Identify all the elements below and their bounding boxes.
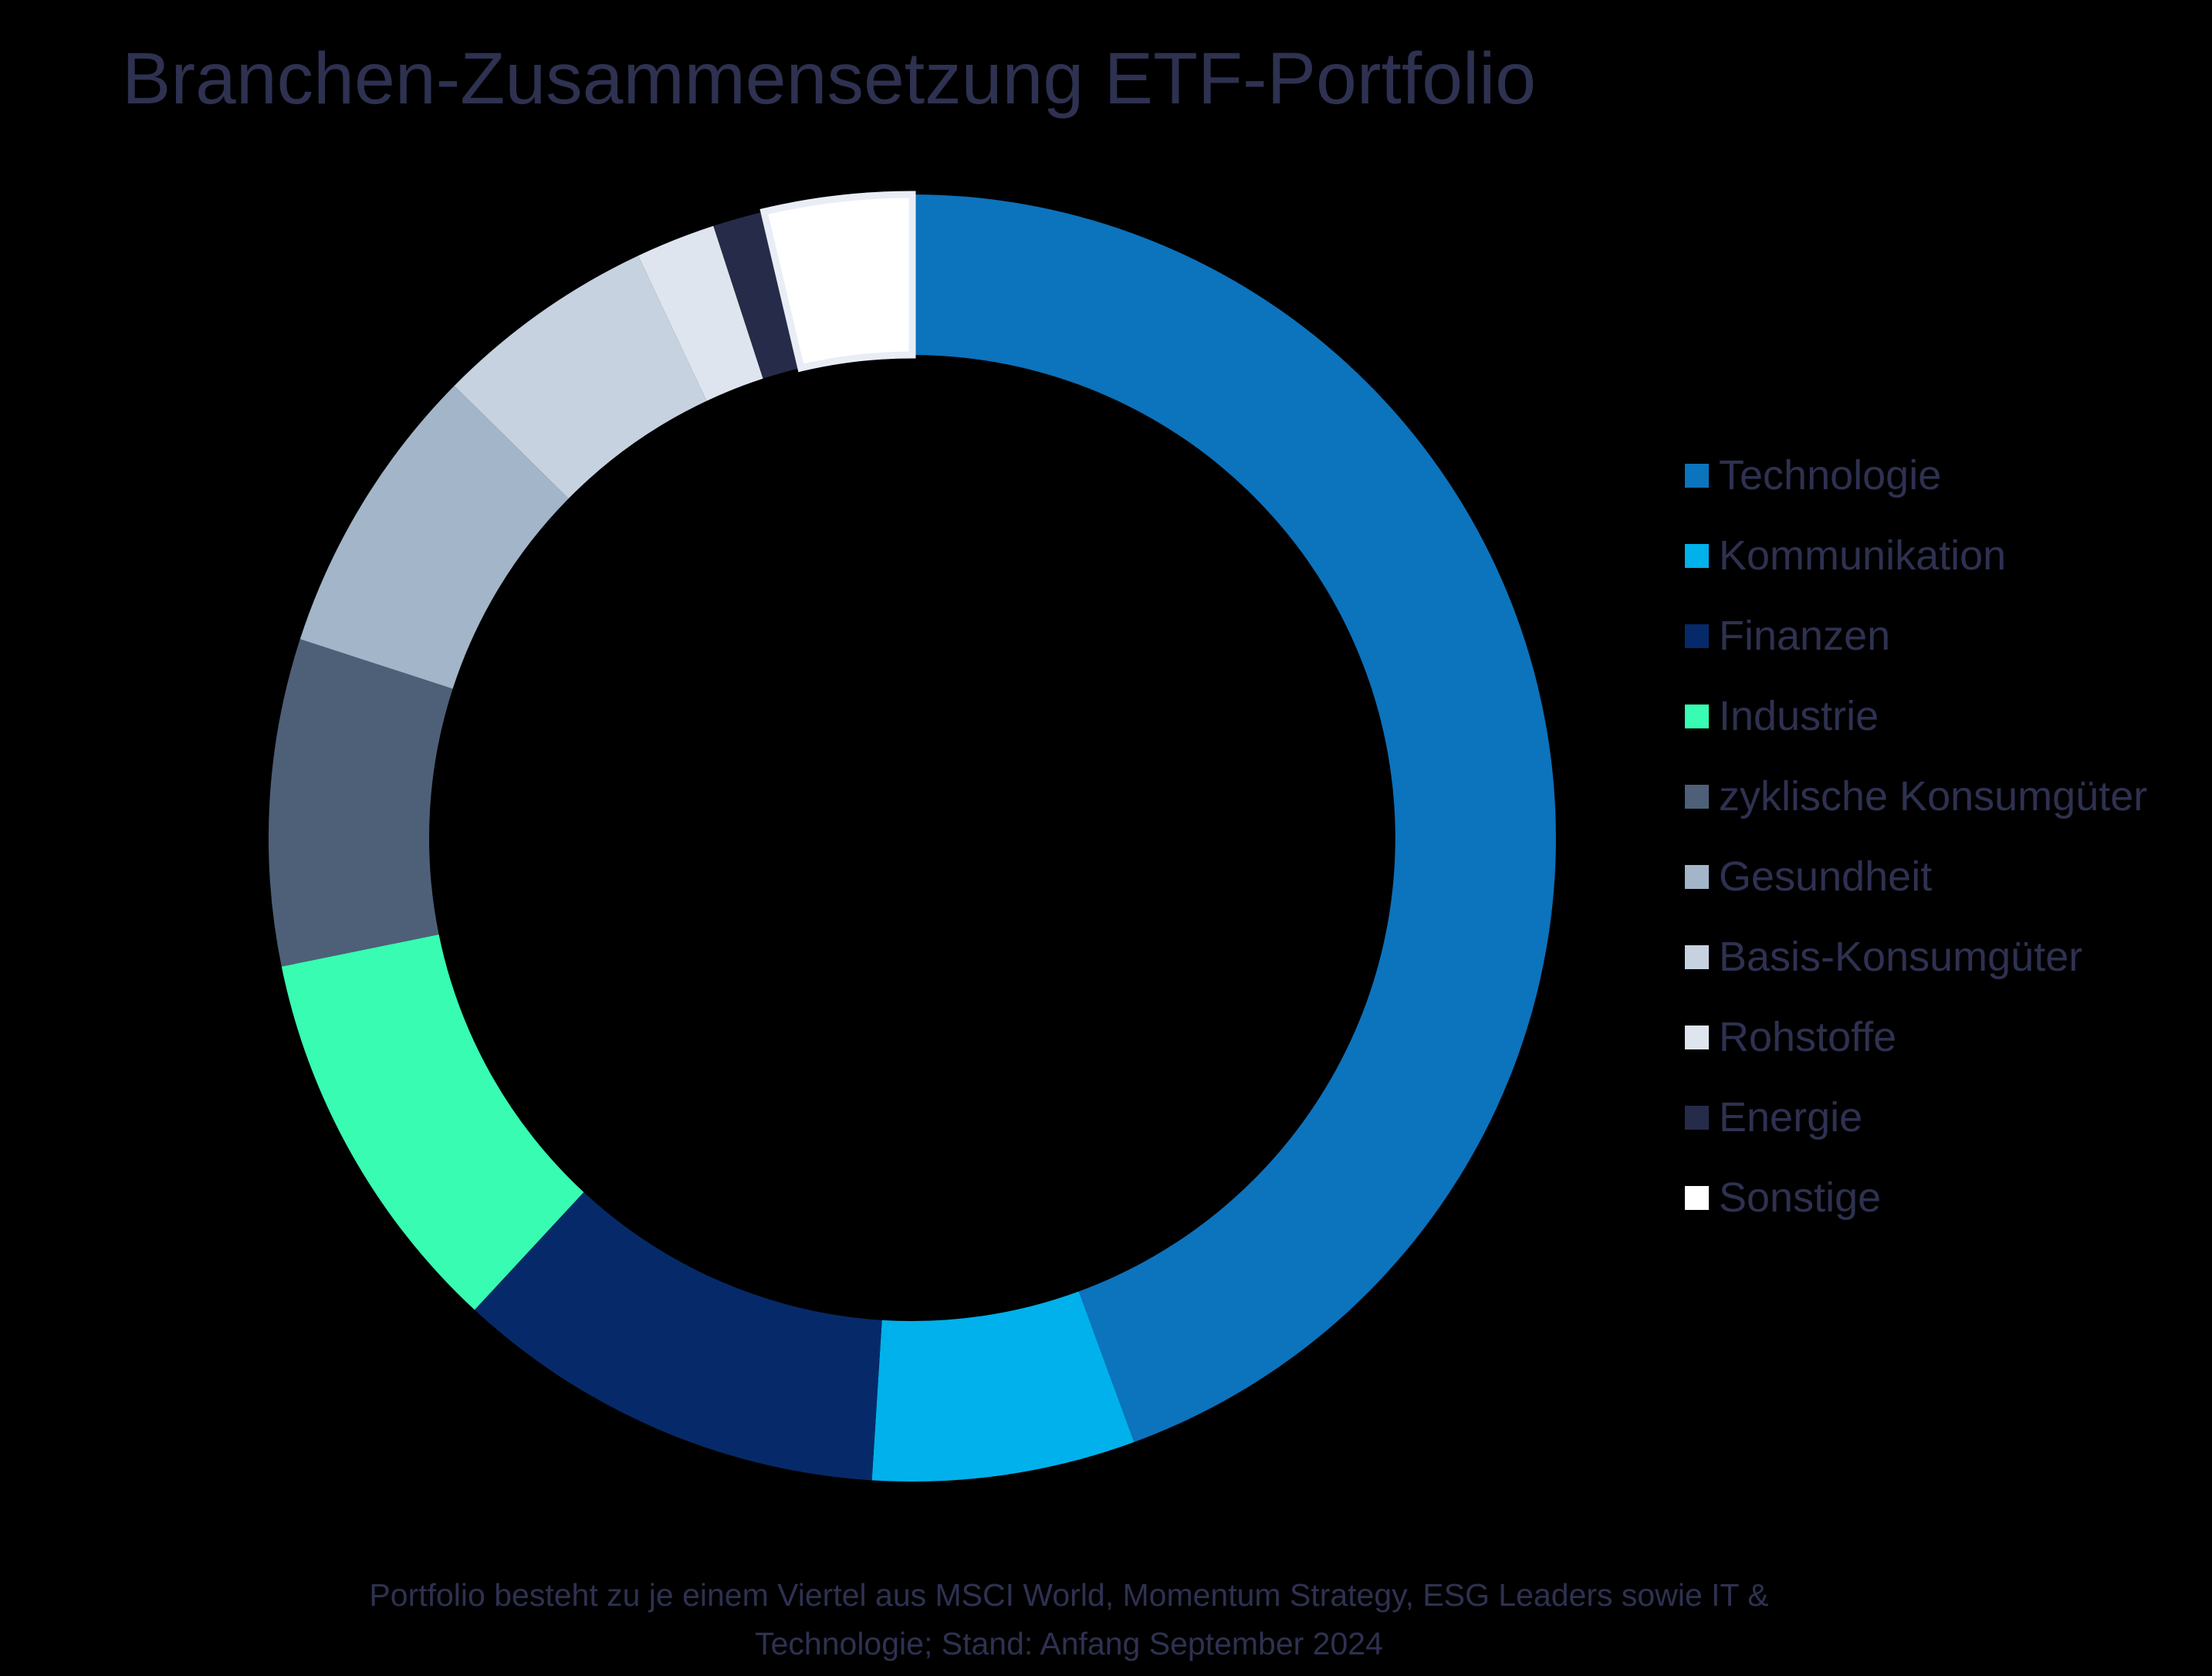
footer-line-2: Technologie; Stand: Anfang September 202…: [755, 1626, 1383, 1661]
legend-label: Technologie: [1719, 452, 1942, 498]
legend-item-basis-konsumguter[interactable]: Basis-Konsumgüter: [1685, 934, 2147, 980]
donut-slice-gesundheit[interactable]: [299, 386, 569, 689]
donut-slice-zyklische-konsumguter[interactable]: [268, 639, 453, 967]
legend-swatch-icon: [1685, 865, 1709, 889]
legend-label: Kommunikation: [1719, 532, 2007, 579]
legend-swatch-icon: [1685, 624, 1709, 648]
legend-label: Finanzen: [1719, 613, 1891, 659]
legend-label: Energie: [1719, 1094, 1863, 1140]
footer-note: Portfolio besteht zu je einem Viertel au…: [0, 1571, 2138, 1668]
donut-slice-finanzen[interactable]: [474, 1192, 882, 1481]
legend-label: Basis-Konsumgüter: [1719, 934, 2083, 980]
legend-label: Industrie: [1719, 693, 1879, 739]
donut-slice-rohstoffe[interactable]: [638, 225, 763, 401]
legend-label: Sonstige: [1719, 1174, 1882, 1221]
donut-slice-basis-konsumguter[interactable]: [454, 255, 707, 499]
legend-item-energie[interactable]: Energie: [1685, 1094, 2147, 1140]
legend-item-zyklische-konsumguter[interactable]: zyklische Konsumgüter: [1685, 773, 2148, 819]
donut-slice-technologie[interactable]: [912, 194, 1556, 1442]
legend-item-rohstoffe[interactable]: Rohstoffe: [1685, 1014, 2147, 1060]
legend-swatch-icon: [1685, 464, 1709, 488]
legend-swatch-icon: [1685, 785, 1709, 809]
donut-slice-kommunikation[interactable]: [871, 1291, 1135, 1482]
donut-slice-energie[interactable]: [713, 211, 801, 379]
chart-title: Branchen-Zusammensetzung ETF-Portfolio: [122, 38, 1537, 120]
donut-slice-sonstige[interactable]: [759, 191, 916, 373]
legend-swatch-icon: [1685, 1106, 1709, 1130]
legend-item-technologie[interactable]: Technologie: [1685, 452, 2147, 498]
legend-label: Gesundheit: [1719, 853, 1933, 900]
legend-item-finanzen[interactable]: Finanzen: [1685, 613, 2147, 659]
footer-line-1: Portfolio besteht zu je einem Viertel au…: [369, 1577, 1769, 1613]
legend: Technologie Kommunikation Finanzen Industri…: [1685, 452, 2148, 1266]
legend-item-kommunikation[interactable]: Kommunikation: [1685, 532, 2147, 579]
legend-swatch-icon: [1685, 1026, 1709, 1049]
legend-label: Rohstoffe: [1719, 1014, 1897, 1060]
legend-item-sonstige[interactable]: Sonstige: [1685, 1174, 2147, 1221]
donut-slice-industrie[interactable]: [281, 934, 584, 1310]
legend-item-industrie[interactable]: Industrie: [1685, 693, 2147, 739]
legend-item-gesundheit[interactable]: Gesundheit: [1685, 853, 2147, 900]
legend-swatch-icon: [1685, 705, 1709, 728]
legend-label: zyklische Konsumgüter: [1719, 773, 2148, 819]
legend-swatch-icon: [1685, 1186, 1709, 1210]
legend-swatch-icon: [1685, 945, 1709, 969]
legend-swatch-icon: [1685, 544, 1709, 568]
